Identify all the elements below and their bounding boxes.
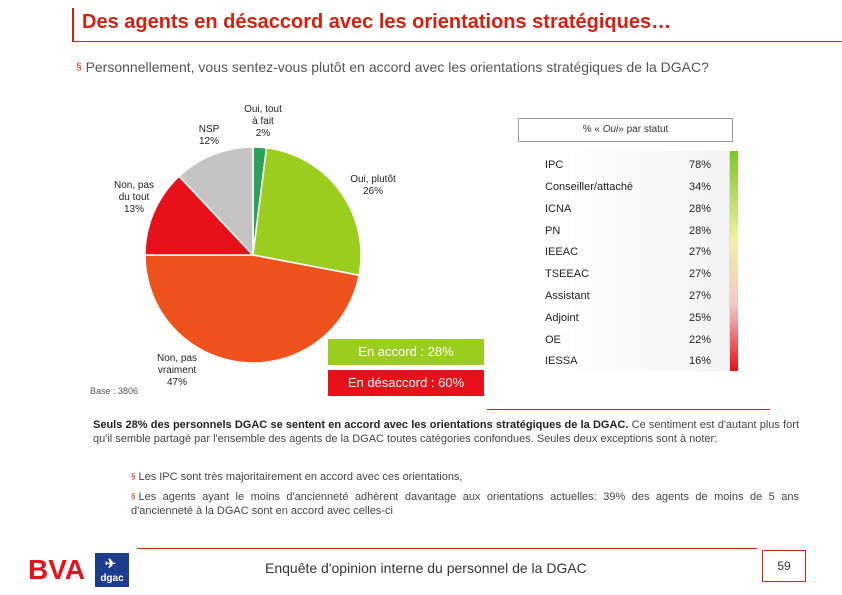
dgac-logo: ✈ dgac (95, 553, 129, 587)
statut-name: OE (545, 334, 561, 346)
statut-value: 28% (688, 225, 711, 237)
statut-row: IESSA 16% (545, 355, 715, 371)
question-label: Personnellement, vous sentez-vous plutôt… (85, 59, 709, 75)
label-nsp-value: 12% (198, 136, 219, 147)
label-plutot-value: 26% (362, 186, 383, 197)
statut-header-suffix: » par statut (618, 124, 669, 135)
pie-slice-oui-plut-t (252, 147, 362, 277)
desaccord-box: En désaccord : 60% (328, 370, 484, 396)
footer-line (137, 548, 757, 549)
label-pas-vraiment-line2: vraiment (157, 365, 197, 376)
statut-row: Adjoint 25% (545, 312, 715, 328)
label-nsp: NSP 12% (180, 124, 238, 148)
summary-bold: Seuls 28% des personnels DGAC se sentent… (93, 419, 629, 431)
footer-text: Enquête d'opinion interne du personnel d… (265, 560, 587, 576)
statut-value: 22% (688, 334, 711, 346)
label-pas-vraiment: Non, pas vraiment 47% (146, 353, 208, 389)
label-pas-du-tout-line1: Non, pas (113, 180, 155, 191)
label-pas-du-tout-line2: du tout (118, 192, 150, 203)
statut-row: OE 22% (545, 334, 715, 350)
statut-name: IESSA (545, 355, 578, 367)
statut-row: Conseiller/attaché 34% (545, 181, 715, 197)
bullet-text: Les agents ayant le moins d'ancienneté a… (131, 491, 799, 517)
summary-text: Seuls 28% des personnels DGAC se sentent… (93, 418, 799, 446)
pie-slice-non-pas-vraiment (144, 254, 360, 364)
statut-value: 78% (688, 159, 711, 171)
title-frame (72, 8, 842, 42)
statut-header-oui: Oui (602, 124, 619, 135)
statut-name: TSEEAC (545, 268, 590, 280)
statut-row: IEEAC 27% (545, 246, 715, 262)
statut-value: 25% (688, 312, 711, 324)
statut-name: IPC (545, 159, 564, 171)
question-bullet: § (76, 62, 82, 73)
summary-rest: Ce sentiment est d'autant plus fort qu'i… (93, 419, 799, 445)
statut-row: ICNA 28% (545, 203, 715, 219)
question-text: § Personnellement, vous sentez-vous plutô… (76, 59, 769, 76)
statut-name: Assistant (545, 290, 590, 302)
bva-logo-text: BVA (28, 554, 85, 583)
statut-value: 27% (688, 268, 711, 280)
label-plutot: Oui, plutôt 26% (338, 174, 408, 198)
statut-name: PN (545, 225, 561, 237)
label-tout-a-fait: Oui, tout à fait 2% (234, 104, 292, 140)
label-pas-vraiment-line1: Non, pas (156, 353, 198, 364)
statut-value: 34% (688, 181, 711, 193)
statut-value: 27% (688, 290, 711, 302)
pie-slice-non-pas-du-tout (144, 175, 255, 256)
bullet-mark: § (131, 492, 136, 501)
label-tout-a-fait-line2: à fait (252, 116, 274, 127)
summary-bullet-2: § Les agents ayant le moins d'ancienneté … (131, 490, 799, 518)
statut-panel (518, 151, 730, 371)
bullet-mark: § (131, 472, 136, 481)
pie-slices (144, 146, 362, 364)
statut-name: Adjoint (545, 312, 579, 324)
pie-slice-nsp (178, 146, 254, 257)
statut-header: % « Oui» par statut (518, 118, 733, 142)
dgac-bird-icon: ✈ (105, 556, 116, 571)
statut-name: IEEAC (545, 246, 579, 258)
statut-row: TSEEAC 27% (545, 268, 715, 284)
page-number: 59 (762, 550, 806, 582)
statut-name: ICNA (545, 203, 572, 215)
summary-divider (487, 409, 770, 410)
statut-value: 27% (688, 246, 711, 258)
dgac-logo-text: dgac (100, 573, 124, 584)
base-label: Base : 3806 (90, 386, 139, 396)
statut-row: PN 28% (545, 225, 715, 241)
page-title: Des agents en désaccord avec les orienta… (82, 11, 672, 33)
statut-header-prefix: % « (582, 124, 600, 135)
statut-row: IPC 78% (545, 159, 715, 175)
label-pas-du-tout-value: 13% (123, 204, 144, 215)
label-plutot-line1: Oui, plutôt (350, 174, 396, 185)
label-tout-a-fait-value: 2% (255, 128, 271, 139)
label-tout-a-fait-line1: Oui, tout (244, 104, 282, 115)
statut-value: 28% (688, 203, 711, 215)
bullet-text: Les IPC sont très majoritairement en acc… (138, 471, 463, 483)
statut-gradient-bar (730, 151, 738, 371)
label-pas-vraiment-value: 47% (166, 377, 187, 388)
label-nsp-line1: NSP (198, 124, 220, 135)
accord-box: En accord : 28% (328, 339, 484, 365)
label-pas-du-tout: Non, pas du tout 13% (100, 180, 168, 216)
statut-row: Assistant 27% (545, 290, 715, 306)
statut-name: Conseiller/attaché (545, 181, 634, 193)
statut-value: 16% (688, 355, 711, 367)
summary-bullet-1: § Les IPC sont très majoritairement en ac… (131, 470, 799, 484)
bva-logo: BVA (28, 554, 85, 583)
